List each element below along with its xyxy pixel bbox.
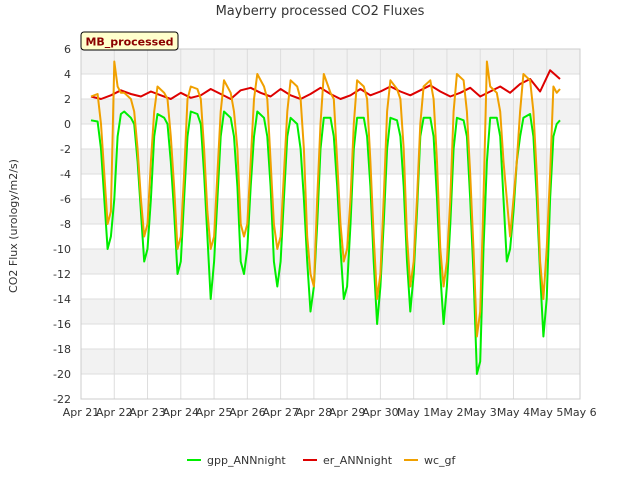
series-line-wc_gf (90, 60, 561, 338)
x-tick-label: May 4 (497, 406, 530, 419)
x-tick-label: Apr 28 (296, 406, 333, 419)
x-tick-label: Apr 26 (229, 406, 266, 419)
x-tick-label: May 3 (464, 406, 497, 419)
y-tick-label: 2 (64, 93, 71, 106)
x-tick-label: Apr 29 (329, 406, 366, 419)
y-axis-title: CO2 Flux (urology/m2/s) (7, 159, 20, 293)
grid-band (81, 249, 580, 274)
grid-band (81, 349, 580, 374)
series-line-er_ANNnight (90, 69, 561, 100)
y-tick-label: -12 (53, 268, 71, 281)
x-tick-label: Apr 25 (196, 406, 233, 419)
x-tick-label: Apr 24 (163, 406, 200, 419)
series-line-gpp_ANNnight (90, 110, 561, 375)
y-tick-label: -18 (53, 343, 71, 356)
legend-label-gpp_ANNnight: gpp_ANNnight (207, 454, 286, 467)
plot-frame (80, 48, 581, 400)
legend: gpp_ANNnight er_ANNnight wc_gf (187, 454, 457, 467)
x-tick-label: May 5 (530, 406, 563, 419)
y-tick-label: -6 (60, 193, 71, 206)
x-tick-label: Apr 22 (96, 406, 133, 419)
y-tick-label: 4 (64, 68, 71, 81)
x-tick-label: Apr 27 (262, 406, 299, 419)
legend-label-er_ANNnight: er_ANNnight (323, 454, 393, 467)
badge-label: MB_processed (85, 36, 173, 49)
dataset-badge: MB_processed (80, 31, 179, 51)
y-tick-label: -8 (60, 218, 71, 231)
y-tick-label: 6 (64, 43, 71, 56)
y-tick-label: -22 (53, 393, 71, 406)
series-layer (90, 60, 561, 375)
grid-band (81, 299, 580, 324)
grid-band (81, 49, 580, 74)
y-tick-label: -10 (53, 243, 71, 256)
grid-band (81, 149, 580, 174)
x-tick-label: Apr 23 (129, 406, 166, 419)
grid-bands (81, 49, 580, 374)
y-tick-label: 0 (64, 118, 71, 131)
legend-label-wc_gf: wc_gf (424, 454, 457, 467)
y-tick-label: -20 (53, 368, 71, 381)
grid-band (81, 199, 580, 224)
y-tick-label: -4 (60, 168, 71, 181)
badge-box (80, 31, 179, 51)
chart-title: Mayberry processed CO2 Fluxes (216, 4, 425, 19)
x-tick-label: Apr 30 (362, 406, 399, 419)
x-tick-label: May 6 (563, 406, 596, 419)
y-tick-label: -14 (53, 293, 71, 306)
y-tick-label: -2 (60, 143, 71, 156)
y-tick-label: -16 (53, 318, 71, 331)
x-tick-label: Apr 21 (63, 406, 100, 419)
x-tick-label: May 1 (397, 406, 430, 419)
x-tick-label: May 2 (430, 406, 463, 419)
